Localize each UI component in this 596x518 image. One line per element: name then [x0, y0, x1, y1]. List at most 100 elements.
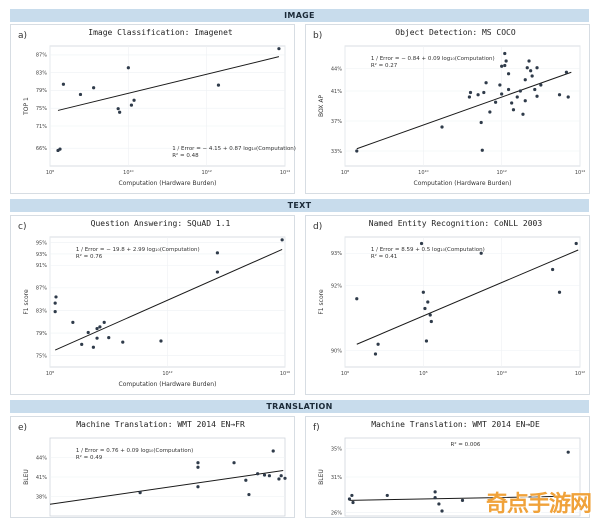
data-point: [271, 449, 275, 453]
fit-equation: 1 / Error = 8.59 + 0.5 log₁₀(Computation…: [371, 247, 485, 253]
x-tick-label: 10¹⁰: [496, 371, 506, 377]
data-point: [355, 149, 359, 153]
data-point: [503, 51, 507, 56]
data-point: [564, 70, 569, 74]
data-point: [423, 306, 427, 311]
y-tick-label: 83%: [36, 308, 47, 314]
y-tick-label: 79%: [36, 88, 47, 94]
y-axis-label: F1 score: [23, 289, 30, 315]
data-point: [440, 125, 444, 129]
chart-panel-d: Named Entity Recognition: CoNLL 2003 d) 90…: [305, 215, 590, 395]
chart-letter: a): [18, 31, 27, 41]
data-point: [429, 319, 433, 324]
banner-image: IMAGE: [10, 9, 589, 22]
watermark-logo: 奇点手游网: [486, 492, 592, 517]
y-tick-label: 41%: [331, 89, 342, 95]
data-point: [92, 86, 96, 90]
y-tick-label: 92%: [331, 284, 342, 290]
data-point: [566, 95, 570, 99]
chart-letter: b): [313, 31, 322, 41]
data-point: [53, 310, 57, 314]
data-point: [107, 336, 111, 340]
data-point: [267, 474, 272, 478]
x-tick-label: 10⁸: [46, 170, 54, 176]
y-tick-label: 75%: [36, 106, 47, 112]
data-point: [529, 69, 533, 73]
y-tick-label: 38%: [36, 494, 47, 500]
data-point: [551, 267, 555, 272]
data-point: [557, 93, 562, 97]
data-point: [440, 509, 444, 513]
data-point: [138, 491, 142, 495]
data-point: [91, 345, 95, 349]
data-point: [350, 493, 354, 498]
x-tick-label: 10⁸: [341, 170, 349, 176]
chart-title: Machine Translation: WMT 2014 EN→DE: [371, 420, 540, 429]
data-point: [482, 90, 486, 95]
y-tick-label: 71%: [36, 124, 47, 130]
y-axis-label: F1 score: [318, 289, 325, 315]
y-tick-label: 35%: [331, 446, 342, 452]
fit-line: [57, 56, 280, 111]
data-point: [355, 297, 359, 301]
fit-line: [356, 249, 579, 345]
fit-equation: 1 / Error = − 19.8 + 2.99 log₁₀(Computat…: [76, 247, 200, 253]
x-tick-label: 10⁸: [419, 371, 427, 377]
data-point: [539, 83, 543, 87]
data-point: [535, 94, 539, 98]
chart-title: Object Detection: MS COCO: [395, 28, 516, 37]
data-point: [527, 59, 531, 63]
x-tick-label: 10¹⁴: [280, 170, 290, 176]
data-point: [215, 251, 220, 255]
data-point: [196, 461, 200, 465]
data-point: [247, 492, 251, 497]
data-point: [215, 270, 220, 274]
data-point: [262, 473, 267, 477]
data-point: [533, 87, 537, 92]
data-point: [376, 342, 380, 346]
data-point: [256, 472, 260, 476]
data-point: [53, 301, 57, 305]
data-point: [515, 95, 519, 99]
data-point: [476, 93, 480, 97]
chart-letter: f): [313, 423, 320, 433]
data-point: [80, 342, 84, 346]
y-tick-label: 41%: [36, 475, 47, 481]
data-point: [510, 101, 514, 105]
data-point: [385, 493, 389, 498]
data-point: [244, 478, 248, 482]
data-point: [523, 99, 527, 103]
banner-translation: TRANSLATION: [10, 400, 589, 413]
data-point: [433, 495, 437, 500]
data-point: [373, 352, 378, 356]
data-point: [525, 66, 529, 70]
y-tick-label: 66%: [36, 146, 47, 152]
plot-area: [49, 45, 286, 167]
r-squared: R² = 0.27: [371, 62, 398, 69]
data-point: [280, 238, 284, 242]
data-point: [132, 98, 136, 102]
chart-panel-b: Object Detection: MS COCO b) 33% 37% 41% 44% 1…: [305, 24, 590, 194]
data-point: [467, 95, 471, 99]
data-point: [530, 74, 534, 78]
x-tick-label: 10¹²: [575, 371, 585, 377]
y-tick-label: 75%: [36, 353, 47, 359]
data-point: [500, 92, 504, 96]
data-point: [277, 47, 281, 51]
data-point: [116, 107, 120, 111]
r-squared: R² = 0.006: [451, 441, 481, 448]
data-point: [484, 81, 488, 85]
data-point: [232, 461, 236, 465]
data-point: [500, 64, 504, 68]
data-point: [433, 490, 437, 494]
data-point: [493, 100, 498, 104]
chart-panel-c: Question Answering: SQuAD 1.1 c) 75% 79% 83%…: [10, 215, 295, 395]
data-point: [78, 92, 83, 97]
chart-panel-f: Machine Translation: WMT 2014 EN→DE f) 26%…: [305, 416, 590, 518]
data-point: [480, 148, 484, 152]
data-point: [419, 241, 424, 246]
fit-line: [349, 495, 572, 501]
data-point: [488, 110, 492, 114]
data-point: [506, 72, 511, 76]
x-tick-label: 10¹²: [162, 371, 172, 377]
